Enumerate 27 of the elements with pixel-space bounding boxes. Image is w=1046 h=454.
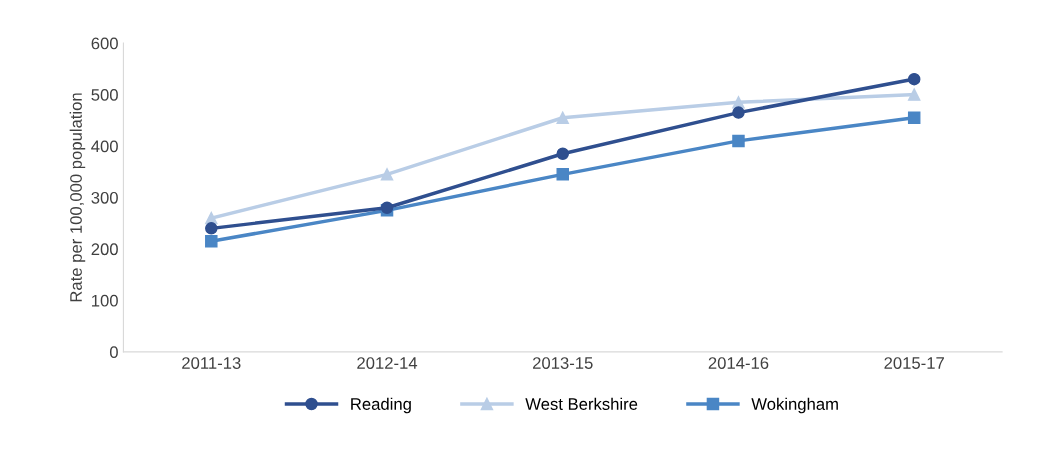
legend-label: Reading [351,397,411,414]
point [732,134,745,148]
y-tick-label: 400 [91,140,118,153]
y-tick-label: 300 [91,191,118,204]
point [907,111,921,124]
y-axis-title: Rate per 100,000 population [69,93,86,302]
y-tick-label: 500 [91,88,118,101]
point [205,222,218,235]
y-tick-label: 200 [91,243,118,256]
point [556,147,569,161]
y-tick-label: 100 [92,294,118,307]
point [556,111,569,124]
point [556,168,569,181]
point [907,72,921,86]
x-tick-label: 2014-16 [708,357,769,369]
y-tick-label: 0 [109,346,118,359]
y-tick-label: 600 [91,37,118,50]
x-tick-label: 2011-13 [182,357,241,369]
legend-label: Wokingham [751,397,838,414]
point [380,168,394,181]
legend-label: West Berkshire [525,397,638,410]
x-tick-label: 2013-15 [533,357,593,369]
point [732,106,745,119]
point [205,234,218,248]
x-tick-label: 2012-14 [357,357,418,369]
x-tick-label: 2015-17 [884,357,944,369]
point [907,88,921,101]
